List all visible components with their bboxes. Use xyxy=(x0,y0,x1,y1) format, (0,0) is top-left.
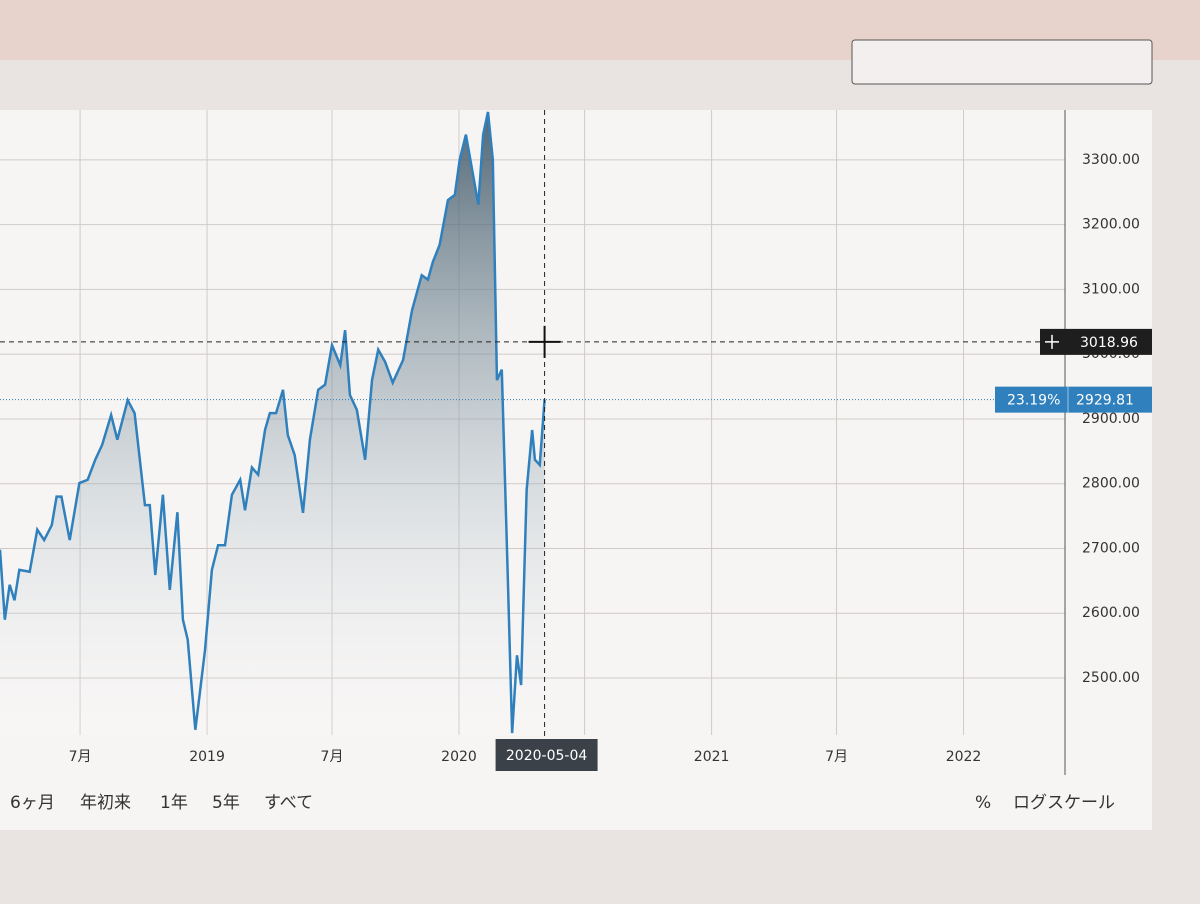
y-tick-label: 2900.00 xyxy=(1082,411,1140,427)
y-tick-label: 2800.00 xyxy=(1082,476,1140,492)
crosshair-price-label: 3018.96 xyxy=(1080,335,1138,351)
y-tick-label: 2500.00 xyxy=(1082,670,1140,686)
range-button[interactable]: 5年 xyxy=(212,793,240,813)
scale-option[interactable]: ログスケール xyxy=(1013,793,1115,813)
last-price-tag xyxy=(995,386,1152,413)
change-label: 23.19% xyxy=(1007,393,1060,409)
y-tick-label: 2600.00 xyxy=(1082,605,1140,621)
range-button[interactable]: すべて xyxy=(264,793,313,813)
last-price-label: 2929.81 xyxy=(1076,393,1134,409)
range-button[interactable]: 年初来 xyxy=(80,793,131,813)
toolbar-button[interactable] xyxy=(851,39,1153,85)
area-fill xyxy=(0,111,545,736)
crosshair-date-tag xyxy=(495,739,598,771)
y-tick-label: 3300.00 xyxy=(1082,152,1140,168)
x-tick-label: 2020 xyxy=(441,749,477,765)
crosshair-cursor xyxy=(528,325,561,358)
y-tick-label: 2700.00 xyxy=(1082,540,1140,556)
crosshair-date-label: 2020-05-04 xyxy=(506,748,587,764)
x-tick-label: 2022 xyxy=(946,749,982,765)
scale-option[interactable]: % xyxy=(975,793,991,813)
range-button[interactable]: 6ヶ月 xyxy=(10,793,55,813)
add-icon[interactable] xyxy=(1045,334,1059,349)
x-tick-label: 7月 xyxy=(321,749,344,765)
y-tick-label: 3100.00 xyxy=(1082,281,1140,297)
x-tick-label: 7月 xyxy=(825,749,848,765)
x-tick-label: 2021 xyxy=(694,749,730,765)
y-tick-label: 3200.00 xyxy=(1082,217,1140,233)
x-tick-label: 7月 xyxy=(69,749,92,765)
price-line xyxy=(0,111,546,734)
x-tick-label: 2019 xyxy=(189,749,225,765)
range-button[interactable]: 1年 xyxy=(160,793,188,813)
